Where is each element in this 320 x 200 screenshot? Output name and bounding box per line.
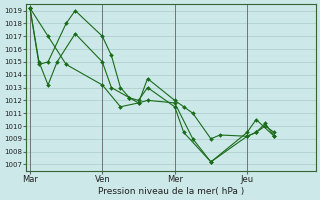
X-axis label: Pression niveau de la mer( hPa ): Pression niveau de la mer( hPa ) — [98, 187, 244, 196]
